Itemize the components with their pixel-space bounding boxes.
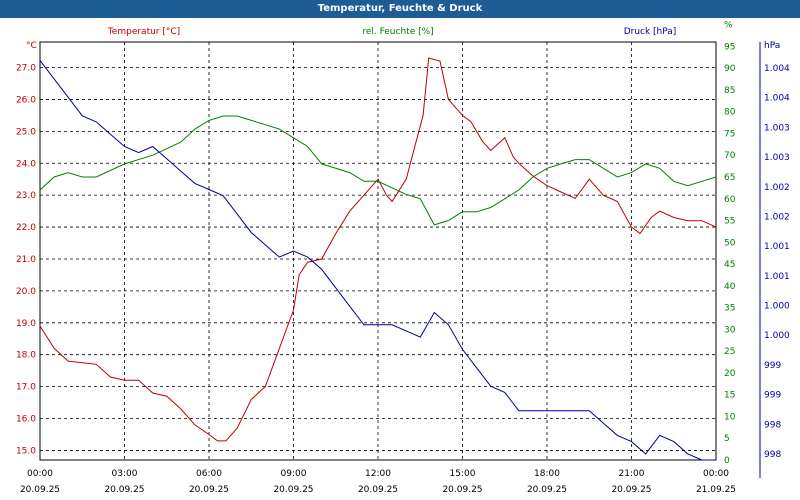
x-tick-time: 21:00 [619, 469, 645, 479]
humidity-tick-label: 70 [724, 151, 736, 161]
humidity-tick-label: 5 [724, 434, 730, 444]
humidity-tick-label: 80 [724, 108, 736, 118]
humidity-tick-label: 90 [724, 64, 736, 74]
series-line-temperature [39, 57, 717, 442]
humidity-tick-label: 25 [724, 347, 735, 357]
temperature-tick-label: 17.0 [16, 383, 36, 393]
legend-temperature: Temperatur [°C] [107, 27, 180, 37]
temperature-tick-label: 21.0 [16, 255, 36, 265]
x-tick-time: 03:00 [112, 469, 138, 479]
x-tick-date: 20.09.25 [442, 485, 482, 495]
humidity-tick-label: 55 [724, 217, 735, 227]
x-tick-time: 06:00 [196, 469, 222, 479]
x-tick-time: 00:00 [703, 469, 729, 479]
humidity-tick-label: 20 [724, 369, 736, 379]
pressure-unit-label: hPa [764, 41, 780, 51]
temperature-tick-label: 16.0 [16, 415, 36, 425]
temperature-unit-label: °C [26, 41, 37, 51]
humidity-tick-label: 15 [724, 391, 735, 401]
chart-canvas: 00:00 20.09.25 03:00 20.09.25 06:00 20.09.25 0… [16, 21, 790, 495]
pressure-tick-label: 998 [764, 450, 781, 460]
temperature-tick-label: 20.0 [16, 287, 36, 297]
temperature-tick-label: 25.0 [16, 127, 36, 137]
pressure-tick-label: 998 [764, 420, 781, 430]
temperature-tick-label: 22.0 [16, 223, 36, 233]
pressure-tick-label: 1.003 [764, 153, 790, 163]
x-tick-date: 21.09.25 [696, 485, 736, 495]
pressure-tick-label: 1.004 [764, 64, 790, 74]
pressure-tick-label: 999 [764, 391, 781, 401]
x-tick-time: 12:00 [365, 469, 391, 479]
series-line-humidity [39, 115, 717, 226]
pressure-tick-label: 1.002 [764, 212, 790, 222]
pressure-tick-label: 1.001 [764, 272, 790, 282]
pressure-tick-label: 1.003 [764, 123, 790, 133]
temperature-tick-label: 26.0 [16, 95, 36, 105]
chart-title: Temperatur, Feuchte & Druck [0, 0, 800, 18]
grid [40, 42, 716, 460]
humidity-tick-label: 30 [724, 325, 736, 335]
pressure-tick-label: 1.000 [764, 302, 790, 312]
temperature-tick-label: 24.0 [16, 159, 36, 169]
x-tick-time: 18:00 [534, 469, 560, 479]
legend-humidity: rel. Feuchte [%] [362, 27, 433, 37]
x-tick-date: 20.09.25 [611, 485, 651, 495]
x-tick-date: 20.09.25 [104, 485, 144, 495]
temperature-tick-label: 23.0 [16, 191, 36, 201]
temperature-tick-label: 15.0 [16, 446, 36, 456]
x-tick-date: 20.09.25 [189, 485, 229, 495]
series-line-pressure [39, 60, 716, 461]
x-tick-date: 20.09.25 [20, 485, 60, 495]
humidity-tick-label: 10 [724, 412, 736, 422]
x-tick-date: 20.09.25 [273, 485, 313, 495]
temperature-tick-label: 19.0 [16, 319, 36, 329]
pressure-tick-label: 1.004 [764, 94, 790, 104]
x-tick-date: 20.09.25 [358, 485, 398, 495]
temperature-tick-label: 27.0 [16, 64, 36, 74]
x-tick-time: 15:00 [450, 469, 476, 479]
temperature-tick-label: 18.0 [16, 351, 36, 361]
pressure-tick-label: 1.002 [764, 183, 790, 193]
humidity-tick-label: 75 [724, 129, 735, 139]
humidity-tick-label: 45 [724, 260, 735, 270]
pressure-tick-label: 999 [764, 361, 781, 371]
x-tick-time: 00:00 [27, 469, 53, 479]
humidity-tick-label: 35 [724, 304, 735, 314]
humidity-tick-label: 85 [724, 86, 735, 96]
humidity-tick-label: 40 [724, 282, 736, 292]
humidity-tick-label: 50 [724, 238, 736, 248]
humidity-tick-label: 60 [724, 195, 736, 205]
x-tick-time: 09:00 [281, 469, 307, 479]
humidity-tick-label: 65 [724, 173, 735, 183]
x-tick-date: 20.09.25 [527, 485, 567, 495]
pressure-tick-label: 1.000 [764, 331, 790, 341]
humidity-tick-label: 95 [724, 42, 735, 52]
legend-pressure: Druck [hPa] [624, 27, 677, 37]
humidity-tick-label: 0 [724, 456, 730, 466]
humidity-tick-label: % [724, 21, 733, 31]
pressure-tick-label: 1.001 [764, 242, 790, 252]
